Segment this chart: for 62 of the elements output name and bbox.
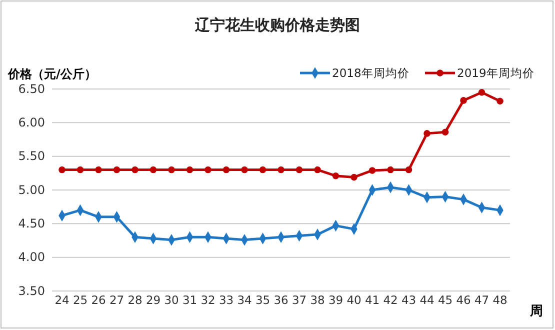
point (387, 166, 394, 174)
x-tick-label: 27 (109, 293, 124, 307)
point (168, 166, 175, 174)
x-tick-label: 28 (128, 293, 142, 307)
point (186, 166, 194, 174)
y-tick-label: 5.00 (18, 182, 45, 197)
x-tick-label: 31 (182, 293, 198, 307)
point (405, 166, 412, 174)
y-tick-label: 3.50 (18, 284, 45, 298)
x-tick-label: 26 (91, 293, 106, 307)
x-tick-label: 43 (401, 293, 416, 307)
point (314, 166, 321, 174)
x-tick-label: 24 (54, 293, 70, 307)
x-tick-label: 41 (364, 293, 380, 307)
x-tick-label: 39 (328, 293, 344, 307)
point (278, 166, 284, 174)
point (58, 166, 66, 174)
x-tick-label: 34 (237, 293, 252, 307)
x-tick-label: 47 (474, 293, 490, 307)
y-tick-label: 6.50 (18, 82, 45, 96)
x-tick-label: 30 (164, 293, 179, 307)
point (332, 172, 340, 180)
point (76, 166, 84, 174)
y-tick-label: 5.50 (18, 149, 45, 164)
point (132, 166, 138, 174)
chart-title: 辽宁花生收购价格走势图 (194, 16, 360, 34)
x-tick-label: 42 (383, 293, 398, 307)
point (350, 174, 358, 181)
y-tick-label: 4.00 (18, 250, 45, 264)
y-axis-title: 价格（元/公斤） (7, 67, 96, 81)
y-tick-label: 6.00 (18, 116, 45, 130)
x-tick-label: 33 (218, 293, 234, 307)
x-tick-label: 29 (146, 293, 161, 307)
x-tick-label: 32 (200, 293, 216, 307)
point (259, 166, 266, 174)
point (113, 166, 120, 174)
x-tick-label: 36 (274, 293, 288, 307)
x-tick-label: 37 (292, 293, 307, 307)
y-tick-label: 4.50 (18, 216, 45, 231)
x-tick-label: 45 (438, 293, 453, 307)
legend-label: 2019年周均价 (457, 66, 534, 80)
x-axis-title: 周 (529, 304, 543, 319)
x-tick-label: 46 (456, 293, 471, 307)
point (368, 167, 376, 174)
x-tick-label: 44 (420, 293, 434, 307)
x-tick-label: 38 (310, 293, 325, 307)
point (478, 88, 486, 96)
point (95, 166, 102, 174)
x-tick-label: 48 (492, 293, 508, 307)
x-tick-label: 35 (255, 293, 270, 307)
point (204, 166, 212, 174)
x-tick-label: 40 (346, 293, 362, 307)
point (296, 166, 303, 174)
point (424, 130, 430, 137)
point (222, 166, 230, 174)
legend-label: 2018年周均价 (332, 66, 410, 80)
point (241, 166, 248, 174)
point (460, 97, 467, 104)
point (496, 98, 504, 104)
x-tick-label: 25 (72, 293, 88, 307)
point (150, 166, 157, 174)
point (442, 128, 449, 136)
